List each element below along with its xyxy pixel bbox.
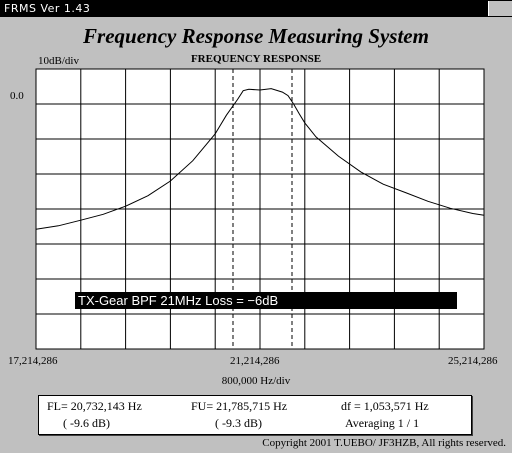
chart-title: FREQUENCY RESPONSE <box>190 53 322 65</box>
titlebar-control-button[interactable] <box>488 1 512 16</box>
response-trace <box>35 88 485 230</box>
upper-frequency-value: FU= 21,785,715 Hz <box>191 399 288 413</box>
y-reference-label: 0.0 <box>10 90 24 102</box>
lower-frequency-value: FL= 20,732,143 Hz <box>47 399 142 413</box>
x-tick-label-start: 17,214,286 <box>8 355 58 367</box>
bandwidth-value: df = 1,053,571 Hz <box>341 399 429 413</box>
app-title: Frequency Response Measuring System <box>83 24 429 48</box>
measurement-status-panel: FL= 20,732,143 Hz FU= 21,785,715 Hz df =… <box>38 395 472 435</box>
x-tick-label-end: 25,214,286 <box>448 355 498 367</box>
y-scale-label: 10dB/div <box>38 55 79 67</box>
averaging-status: Averaging 1 / 1 <box>345 416 420 430</box>
annotation-group: TX-Gear BPF 21MHz Loss = −6dB <box>75 292 457 309</box>
annotation-text: TX-Gear BPF 21MHz Loss = −6dB <box>78 293 278 308</box>
copyright-notice: Copyright 2001 T.UEBO/ JF3HZB, All right… <box>262 437 506 449</box>
upper-frequency-level: ( -9.3 dB) <box>215 416 262 430</box>
lower-frequency-level: ( -9.6 dB) <box>63 416 110 430</box>
x-tick-label-center: 21,214,286 <box>230 355 280 367</box>
window-titlebar: FRMS Ver 1.43 <box>0 0 512 17</box>
window-title: FRMS Ver 1.43 <box>4 2 91 15</box>
x-scale-label: 800,000 Hz/div <box>221 375 291 387</box>
annotation-background <box>75 292 457 309</box>
